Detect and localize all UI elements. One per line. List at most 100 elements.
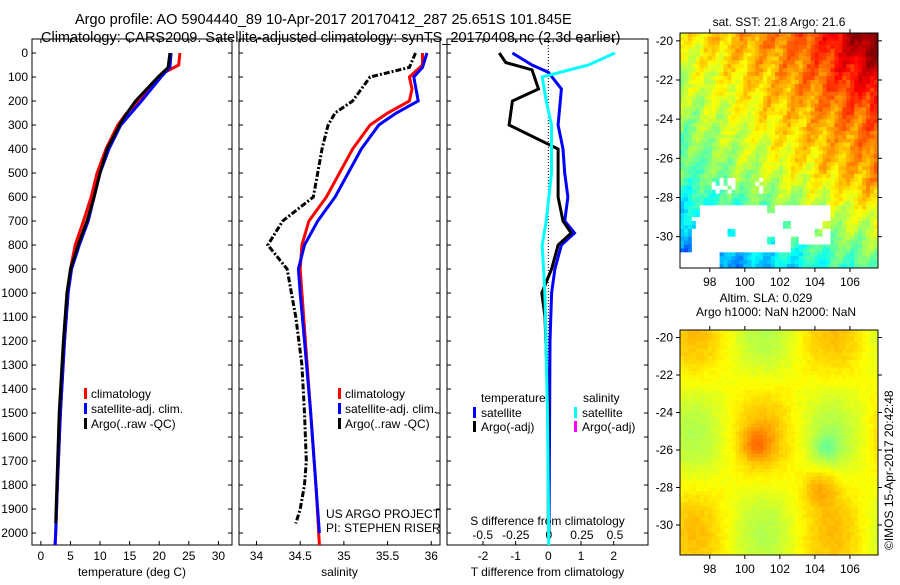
x-tick-label: 0 (38, 549, 45, 563)
map-cell (779, 229, 783, 233)
map-cell (751, 213, 755, 217)
map-cell (819, 386, 823, 390)
map-cell (731, 57, 735, 61)
map-cell (775, 194, 779, 198)
map-cell (803, 375, 807, 379)
map-cell (791, 398, 795, 402)
map-cell (688, 182, 692, 186)
map-cell (787, 186, 791, 190)
map-cell (680, 383, 684, 387)
map-cell (803, 182, 807, 186)
map-cell (775, 45, 779, 49)
map-cell (696, 147, 700, 151)
map-cell (751, 111, 755, 115)
map-cell (854, 428, 858, 432)
map-cell (763, 213, 767, 217)
map-cell (858, 119, 862, 123)
map-cell (787, 439, 791, 443)
map-cell (870, 147, 874, 151)
map-cell (830, 217, 834, 221)
map-cell (767, 139, 771, 143)
map-cell (775, 405, 779, 409)
map-cell (743, 431, 747, 435)
map-cell (791, 424, 795, 428)
map-cell (819, 131, 823, 135)
map-cell (728, 383, 732, 387)
legend-label: climatology (345, 387, 405, 401)
map-cell (803, 413, 807, 417)
y-tick-label: 500 (8, 166, 28, 180)
map-cell (728, 394, 732, 398)
map-cell (807, 190, 811, 194)
map-cell (811, 170, 815, 174)
map-cell (807, 439, 811, 443)
map-cell (862, 190, 866, 194)
map-cell (739, 431, 743, 435)
map-cell (751, 248, 755, 252)
map-cell (779, 439, 783, 443)
map-cell (838, 135, 842, 139)
map-cell (747, 119, 751, 123)
map-cell (688, 349, 692, 353)
map-cell (751, 345, 755, 349)
map-cell (815, 375, 819, 379)
map-cell (838, 213, 842, 217)
map-cell (739, 182, 743, 186)
map-cell (799, 409, 803, 413)
map-cell (830, 123, 834, 127)
map-cell (743, 368, 747, 372)
map-cell (815, 100, 819, 104)
map-cell (811, 330, 815, 334)
map-cell (815, 174, 819, 178)
map-cell (795, 178, 799, 182)
map-cell (767, 237, 771, 241)
map-cell (743, 154, 747, 158)
map-cell (696, 60, 700, 64)
map-cell (728, 186, 732, 190)
map-cell (803, 154, 807, 158)
map-cell (807, 428, 811, 432)
map-cell (731, 409, 735, 413)
map-cell (735, 41, 739, 45)
map-cell (830, 143, 834, 147)
map-cell (850, 60, 854, 64)
map-cell (834, 338, 838, 342)
map-cell (712, 454, 716, 458)
map-cell (842, 260, 846, 264)
map-cell (807, 338, 811, 342)
map-cell (799, 111, 803, 115)
map-cell (866, 100, 870, 104)
map-cell (799, 345, 803, 349)
map-cell (846, 390, 850, 394)
map-cell (692, 154, 696, 158)
map-cell (830, 64, 834, 68)
map-cell (708, 198, 712, 202)
map-cell (819, 68, 823, 72)
map-cell (755, 119, 759, 123)
map-cell (823, 334, 827, 338)
map-cell (751, 123, 755, 127)
map-cell (724, 390, 728, 394)
map-cell (870, 131, 874, 135)
map-cell (791, 151, 795, 155)
map-cell (743, 349, 747, 353)
map-cell (803, 256, 807, 260)
map-cell (720, 360, 724, 364)
map-cell (763, 401, 767, 405)
map-cell (787, 221, 791, 225)
map-cell (767, 147, 771, 151)
map-cell (759, 454, 763, 458)
map-cell (783, 371, 787, 375)
map-cell (854, 394, 858, 398)
map-cell (791, 356, 795, 360)
map-cell (866, 174, 870, 178)
map-cell (712, 147, 716, 151)
map-cell (751, 443, 755, 447)
map-cell (854, 182, 858, 186)
map-cell (735, 409, 739, 413)
map-cell (819, 143, 823, 147)
x-tick-label: 36 (425, 549, 439, 563)
map-cell (815, 41, 819, 45)
map-cell (731, 364, 735, 368)
map-cell (819, 368, 823, 372)
